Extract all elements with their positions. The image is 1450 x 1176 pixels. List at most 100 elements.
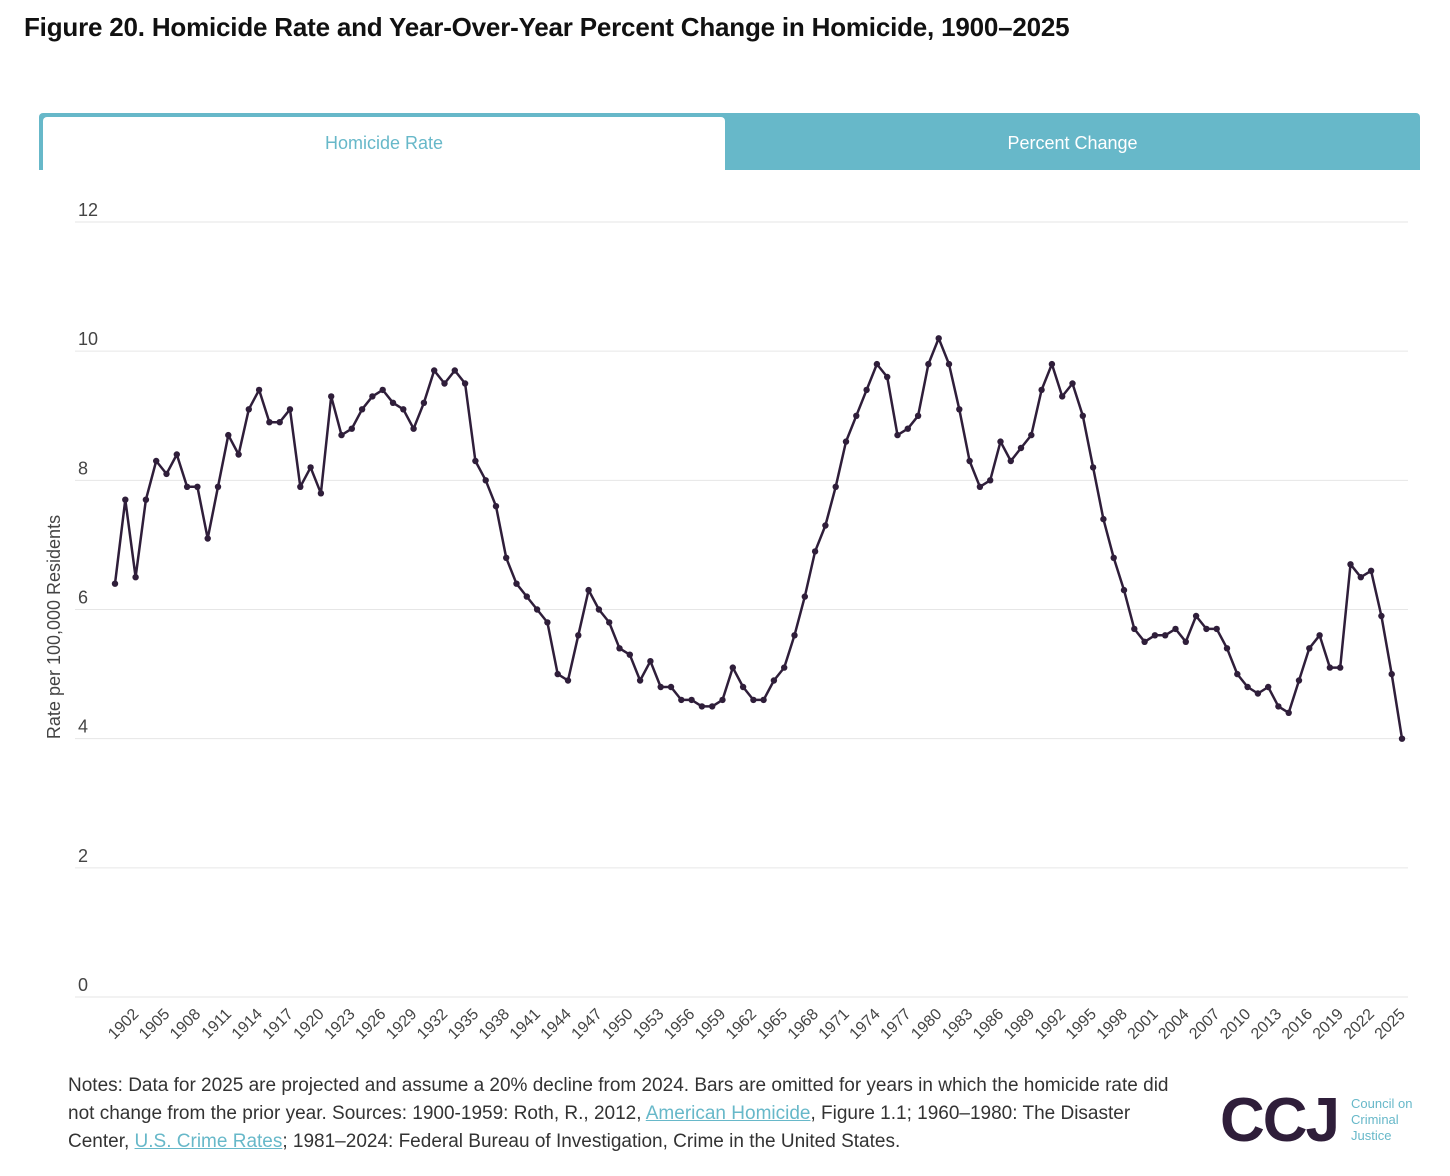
data-point-1918[interactable]	[297, 483, 304, 490]
data-point-1994[interactable]	[1079, 412, 1087, 419]
data-point-1972[interactable]	[853, 412, 860, 419]
data-point-1900[interactable]	[111, 580, 119, 587]
data-point-1926[interactable]	[379, 386, 386, 394]
data-point-1959[interactable]	[719, 696, 726, 704]
data-point-1978[interactable]	[914, 412, 922, 419]
data-point-1963[interactable]	[760, 696, 767, 704]
data-point-1922[interactable]	[338, 431, 345, 439]
data-point-1983[interactable]	[966, 457, 973, 465]
data-point-1967[interactable]	[801, 593, 808, 600]
data-point-1952[interactable]	[647, 658, 654, 665]
data-point-1954[interactable]	[667, 683, 675, 691]
data-point-1980[interactable]	[935, 335, 942, 342]
data-point-2006[interactable]	[1203, 625, 1210, 633]
data-point-1958[interactable]	[709, 703, 716, 710]
data-point-1916[interactable]	[276, 419, 283, 426]
data-point-1977[interactable]	[904, 425, 911, 432]
data-point-2016[interactable]	[1306, 645, 1313, 652]
data-point-1934[interactable]	[461, 380, 469, 387]
data-point-1986[interactable]	[997, 438, 1004, 445]
data-point-1920[interactable]	[317, 490, 325, 497]
data-point-1989[interactable]	[1028, 431, 1035, 439]
data-point-1939[interactable]	[513, 580, 520, 587]
data-point-1971[interactable]	[842, 438, 850, 445]
data-point-1979[interactable]	[925, 360, 932, 368]
data-point-2007[interactable]	[1213, 625, 1220, 633]
data-point-1936[interactable]	[482, 477, 489, 484]
data-point-1985[interactable]	[987, 477, 994, 484]
data-point-2019[interactable]	[1337, 664, 1344, 671]
data-point-1923[interactable]	[348, 425, 355, 432]
data-point-1992[interactable]	[1059, 393, 1066, 400]
data-point-1968[interactable]	[811, 548, 819, 555]
data-point-2003[interactable]	[1172, 625, 1179, 633]
data-point-1930[interactable]	[420, 399, 428, 406]
data-point-1917[interactable]	[286, 406, 294, 413]
data-point-1937[interactable]	[492, 503, 500, 510]
data-point-2014[interactable]	[1285, 709, 1292, 716]
data-point-2018[interactable]	[1326, 664, 1334, 671]
data-point-1902[interactable]	[132, 574, 139, 581]
data-point-1993[interactable]	[1069, 380, 1076, 387]
data-point-2023[interactable]	[1378, 612, 1385, 620]
data-point-1957[interactable]	[698, 703, 706, 710]
data-point-2005[interactable]	[1192, 612, 1200, 620]
data-point-1997[interactable]	[1110, 554, 1117, 561]
data-point-1995[interactable]	[1089, 464, 1097, 471]
data-point-1945[interactable]	[575, 632, 582, 639]
data-point-1981[interactable]	[945, 360, 953, 368]
data-point-1965[interactable]	[781, 664, 788, 671]
data-point-1904[interactable]	[153, 457, 160, 465]
data-point-1942[interactable]	[544, 619, 551, 626]
data-point-1931[interactable]	[431, 367, 438, 374]
data-point-1982[interactable]	[956, 406, 963, 413]
data-point-1951[interactable]	[636, 677, 644, 684]
data-point-1962[interactable]	[750, 696, 757, 704]
data-point-1950[interactable]	[626, 651, 633, 658]
us-crime-rates-link[interactable]: U.S. Crime Rates	[134, 1131, 283, 1152]
data-point-1947[interactable]	[595, 606, 603, 613]
data-point-1946[interactable]	[585, 586, 592, 594]
data-point-2017[interactable]	[1316, 632, 1323, 639]
data-point-1949[interactable]	[616, 645, 623, 652]
data-point-1955[interactable]	[678, 696, 685, 704]
data-point-1966[interactable]	[791, 632, 798, 639]
data-point-1975[interactable]	[884, 373, 891, 381]
data-point-2002[interactable]	[1162, 632, 1169, 639]
data-point-1925[interactable]	[369, 393, 376, 400]
american-homicide-link[interactable]: American Homicide	[645, 1103, 811, 1124]
data-point-1943[interactable]	[554, 670, 561, 678]
data-point-1913[interactable]	[245, 406, 252, 413]
data-point-2025[interactable]	[1398, 735, 1406, 742]
data-point-1970[interactable]	[832, 483, 839, 490]
data-point-1964[interactable]	[770, 677, 778, 684]
data-point-1903[interactable]	[142, 496, 150, 503]
data-point-2024[interactable]	[1388, 670, 1395, 678]
data-point-2004[interactable]	[1182, 638, 1190, 645]
data-point-1906[interactable]	[173, 451, 180, 458]
data-point-1953[interactable]	[657, 683, 664, 691]
data-point-1988[interactable]	[1017, 444, 1025, 452]
data-point-1905[interactable]	[163, 470, 170, 478]
data-point-1914[interactable]	[255, 386, 263, 394]
tab-homicide-rate[interactable]: Homicide Rate	[43, 117, 725, 170]
data-point-2001[interactable]	[1151, 632, 1159, 639]
data-point-1921[interactable]	[328, 393, 335, 400]
data-point-1984[interactable]	[976, 483, 984, 490]
data-point-2015[interactable]	[1295, 677, 1303, 684]
data-point-1991[interactable]	[1048, 360, 1056, 368]
data-point-1915[interactable]	[266, 419, 273, 426]
data-point-1933[interactable]	[451, 367, 458, 374]
data-point-2022[interactable]	[1367, 567, 1375, 574]
data-point-1948[interactable]	[606, 619, 613, 626]
data-point-1932[interactable]	[441, 380, 448, 387]
data-point-1907[interactable]	[183, 483, 191, 490]
data-point-1927[interactable]	[389, 399, 397, 406]
data-point-1938[interactable]	[503, 554, 510, 561]
data-point-1929[interactable]	[410, 425, 417, 432]
data-point-1935[interactable]	[472, 457, 479, 465]
data-point-2012[interactable]	[1265, 683, 1272, 691]
data-point-1969[interactable]	[822, 522, 829, 529]
data-point-2010[interactable]	[1244, 683, 1251, 691]
data-point-2020[interactable]	[1347, 561, 1354, 568]
